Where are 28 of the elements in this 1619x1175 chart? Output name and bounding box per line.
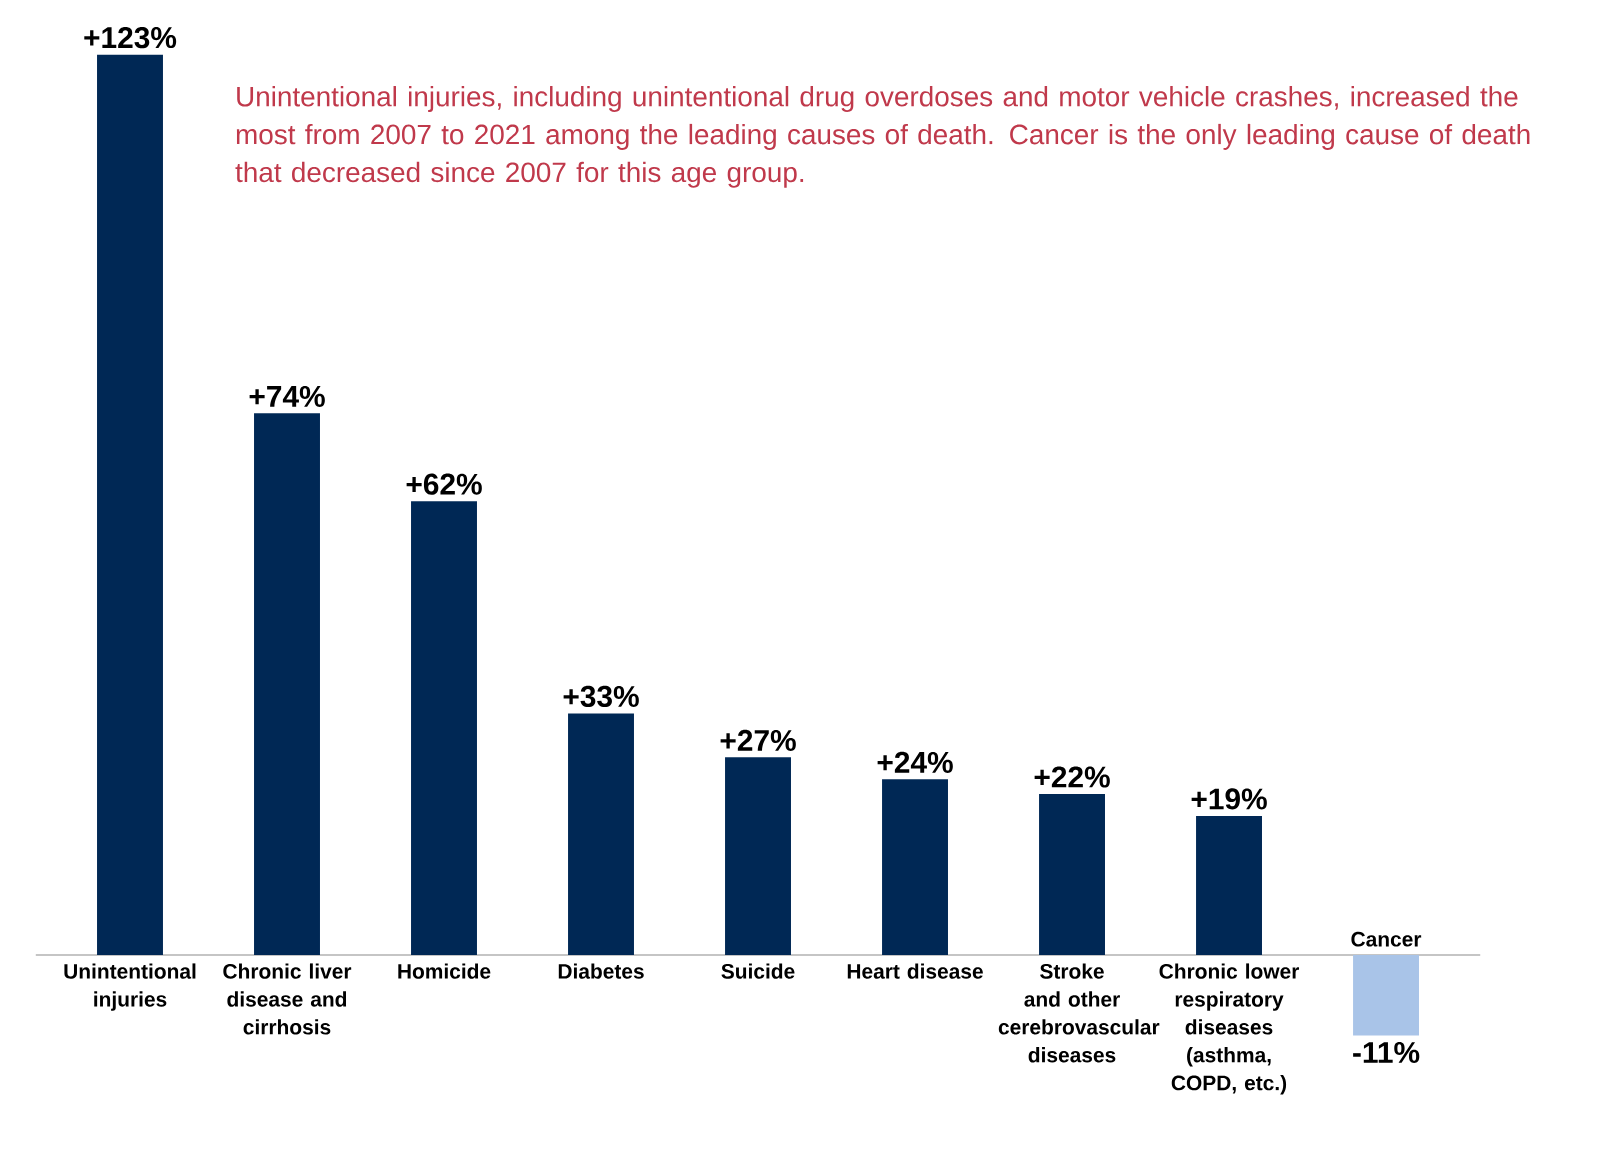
x-tick-label: Suicide (721, 963, 795, 979)
data-label: +27% (720, 729, 796, 751)
bar (725, 757, 791, 955)
x-tick-label: Diabetes (558, 963, 644, 979)
data-label: +19% (1191, 788, 1267, 810)
bar (254, 413, 320, 955)
data-label: +74% (249, 385, 325, 407)
data-label: +24% (877, 751, 953, 773)
data-label: +62% (406, 473, 482, 495)
bar (1353, 955, 1419, 1036)
data-label: -11% (1353, 1041, 1420, 1063)
bar (97, 54, 163, 955)
bar (411, 501, 477, 955)
bar (1196, 815, 1262, 955)
data-label: +123% (84, 27, 177, 49)
x-tick-label: Chronic liver disease and cirrhosis (223, 963, 352, 1035)
bar (1039, 793, 1105, 955)
x-tick-label: Cancer (1351, 931, 1422, 947)
data-label: +33% (563, 685, 639, 708)
data-label: +22% (1034, 766, 1110, 788)
bar (568, 713, 634, 955)
annotation: Unintentional injuries, including unintentional drug overdoses and motor vehicle crashes, increased the most from 2007 to 2021 among the leading causes of death. Cancer is the only leading cause of death that decreased since 2007 for this age group. (235, 86, 1530, 188)
x-tick-label: Stroke and other cerebrovascular diseases (998, 963, 1160, 1063)
x-tick-label: Homicide (398, 963, 491, 979)
x-tick-label: Heart disease (847, 963, 983, 979)
bar (882, 779, 948, 955)
x-tick-label: Chronic lower respiratory diseases (asthma, COPD, etc.) (1159, 963, 1300, 1095)
x-tick-label: Unintentional injuries (64, 963, 196, 1011)
